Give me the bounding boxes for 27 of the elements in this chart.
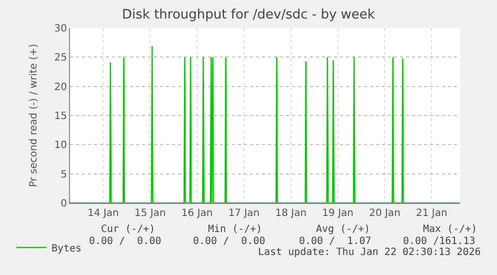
y-tick-label: 0 [60, 198, 67, 210]
x-tick-label: 20 Jan [369, 208, 400, 219]
text: 0.00 / 0.00 [89, 236, 162, 247]
x-tick-label: 18 Jan [275, 208, 307, 219]
x-tick-label: 14 Jan [88, 208, 119, 219]
y-tick-label: 20 [54, 82, 67, 93]
text: Avg (-/+) [316, 224, 370, 235]
x-tick-label: 16 Jan [181, 208, 213, 219]
text: 0.00 / 1.07 [299, 236, 372, 247]
text: 0.00 / 0.00 [193, 236, 266, 247]
text: Cur (-/+) [101, 224, 156, 235]
y-axis-title: Pr second read (-) / write (+) [28, 44, 40, 188]
x-tick-label: 17 Jan [228, 208, 260, 219]
x-tick-label: 19 Jan [322, 208, 354, 219]
y-tick-label: 5 [60, 169, 67, 180]
legend-label: Bytes [51, 243, 82, 254]
y-tick-label: 30 [54, 24, 67, 34]
text: Last update: Thu Jan 22 02:30:13 2026 [258, 247, 481, 258]
y-tick-label: 10 [54, 140, 67, 152]
y-tick-label: 15 [54, 111, 67, 122]
text: Max (-/+) [423, 224, 478, 235]
y-tick-label: 25 [54, 52, 67, 64]
text: Min (-/+) [208, 224, 262, 235]
x-tick-label: 21 Jan [416, 208, 448, 219]
x-tick-label: 15 Jan [134, 208, 166, 219]
chart-title: Disk throughput for /dev/sdc - by week [122, 8, 376, 23]
text: 0.00 /161.13 [403, 236, 476, 247]
